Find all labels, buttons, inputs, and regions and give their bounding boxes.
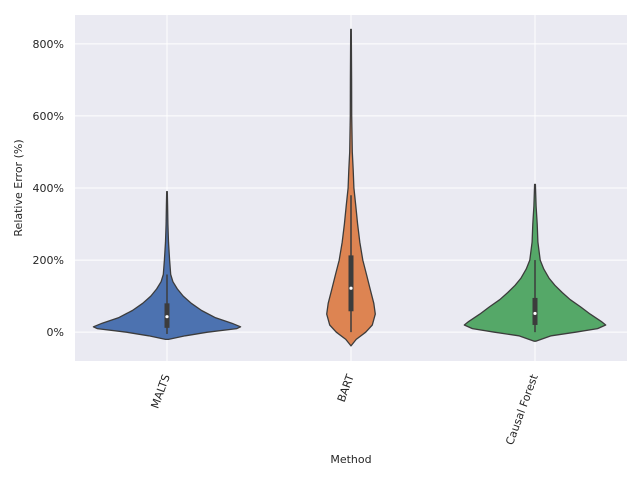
median-dot (165, 315, 169, 319)
x-tick-labels: MALTS BART Causal Forest (149, 372, 542, 447)
x-axis-label: Method (330, 453, 371, 466)
y-tick-label: 800% (33, 38, 64, 51)
median-dot (349, 286, 353, 290)
violin-causal-forest (463, 183, 607, 342)
x-tick-label: MALTS (149, 373, 173, 411)
iqr-box (532, 297, 538, 325)
y-tick-label: 600% (33, 110, 64, 123)
violin-bart (326, 28, 376, 347)
violin-body (326, 28, 376, 347)
y-tick-label: 0% (47, 326, 64, 339)
y-tick-label: 400% (33, 182, 64, 195)
x-tick-label: Causal Forest (503, 372, 541, 447)
violin-malts (92, 190, 242, 341)
iqr-box (348, 255, 354, 312)
x-tick-label: BART (335, 372, 357, 404)
y-tick-label: 200% (33, 254, 64, 267)
violins (92, 28, 607, 347)
y-tick-labels: 0% 200% 400% 600% 800% (33, 38, 64, 339)
violin-body (92, 190, 242, 341)
median-dot (533, 311, 537, 316)
y-axis-label: Relative Error (%) (12, 139, 25, 236)
